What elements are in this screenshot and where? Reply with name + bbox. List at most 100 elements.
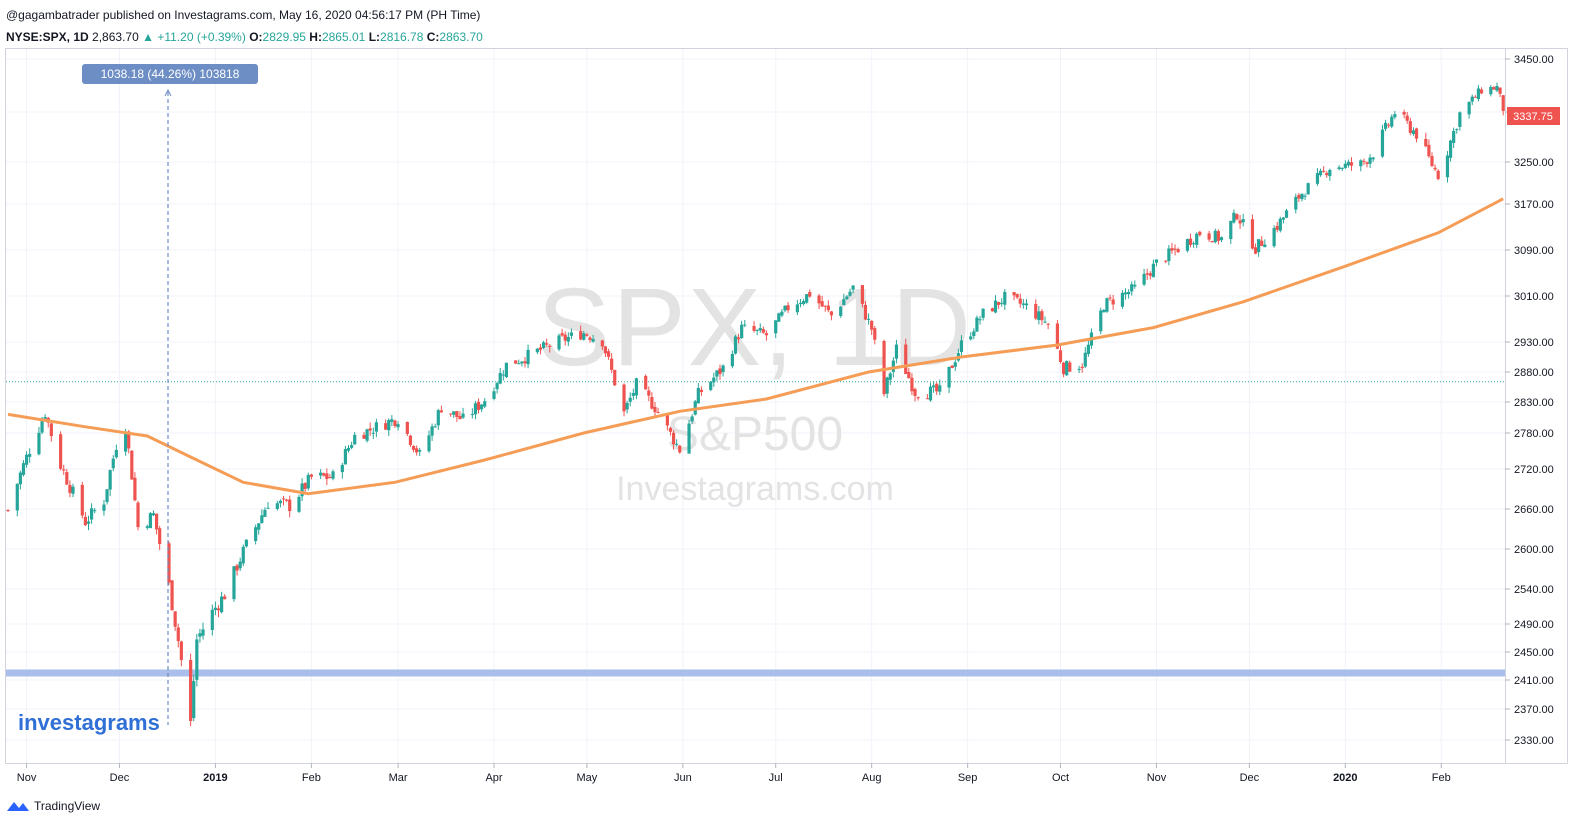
candle-body xyxy=(535,348,539,353)
tradingview-brand[interactable]: TradingView xyxy=(6,799,100,813)
candle-body xyxy=(232,566,236,600)
candle-body xyxy=(520,361,524,364)
candle-body xyxy=(374,422,378,432)
candle-body xyxy=(275,503,279,509)
y-tick-label: 3450.00 xyxy=(1514,54,1554,66)
candle-body xyxy=(622,384,626,412)
candle-body xyxy=(322,473,326,476)
y-tick-label: 3250.00 xyxy=(1514,157,1554,169)
candle-body xyxy=(24,454,29,465)
candle-body xyxy=(904,344,908,375)
candle-body xyxy=(1371,157,1375,160)
candle-body xyxy=(842,299,846,306)
candle-body xyxy=(328,477,332,479)
candle-body xyxy=(997,301,1001,305)
candle-body xyxy=(990,308,995,312)
candle-body xyxy=(59,434,63,469)
candle-body xyxy=(1272,228,1276,247)
candle-body xyxy=(1192,243,1196,245)
candle-body xyxy=(213,607,218,611)
time-axis[interactable]: Nov Dec 2019 Feb Mar Apr May Jun Jul Aug Sep Oct Nov… xyxy=(17,763,1451,784)
change-value: +11.20 (+0.39%) xyxy=(157,30,246,44)
candle-body xyxy=(1340,167,1344,169)
candle-body xyxy=(1024,303,1029,306)
x-tick-label: Jul xyxy=(769,772,783,784)
candle-body xyxy=(1263,244,1267,248)
candle-body xyxy=(625,402,629,410)
candle-body xyxy=(430,426,434,436)
candle-body xyxy=(319,472,323,476)
candle-body xyxy=(151,513,156,516)
candle-body xyxy=(1015,294,1019,298)
low-value: 2816.78 xyxy=(380,30,424,44)
y-tick-label: 2410.00 xyxy=(1514,675,1554,687)
candle-body xyxy=(1170,248,1174,251)
candle-body xyxy=(603,346,608,354)
candle-body xyxy=(740,324,744,339)
candle-body xyxy=(1315,173,1320,184)
moving-average-line xyxy=(7,197,1504,496)
candle-body xyxy=(1120,292,1125,307)
candle-body xyxy=(1253,247,1258,254)
candle-body xyxy=(950,365,954,369)
candle-body xyxy=(133,477,137,501)
candle-body xyxy=(678,445,682,453)
candle-body xyxy=(411,445,416,450)
candle-body xyxy=(579,331,583,340)
candle-body xyxy=(498,372,502,384)
candle-body xyxy=(28,453,32,457)
y-tick-label: 3090.00 xyxy=(1514,245,1554,257)
measure-tool[interactable]: 1038.18 (44.26%) 103818 xyxy=(82,64,258,725)
candle-body xyxy=(687,423,691,454)
candle-body xyxy=(907,371,911,379)
x-tick-label: Jun xyxy=(674,772,692,784)
candle-body xyxy=(733,336,738,354)
investagrams-logo: investagrams xyxy=(18,710,160,735)
candle-body xyxy=(148,513,152,529)
candle-body xyxy=(285,499,289,501)
tradingview-icon xyxy=(7,802,29,811)
candle-body xyxy=(1213,230,1217,243)
candle-body xyxy=(216,608,221,611)
candle-body xyxy=(712,377,716,383)
candle-body xyxy=(675,443,679,445)
candle-body xyxy=(130,450,134,480)
candle-body xyxy=(461,413,465,418)
candle-body xyxy=(650,397,654,409)
ohlc-legend: NYSE:SPX, 1D 2,863.70 ▲ +11.20 (+0.39%) … xyxy=(6,30,483,44)
candle-body xyxy=(198,633,202,637)
candle-body xyxy=(89,508,94,520)
candle-body xyxy=(1046,323,1050,325)
candle-body xyxy=(588,337,592,340)
candle-body xyxy=(1325,173,1329,176)
candle-body xyxy=(718,368,722,375)
candle-body xyxy=(1216,231,1220,241)
candle-body xyxy=(860,285,864,304)
candle-body xyxy=(1188,238,1193,245)
candle-body xyxy=(365,429,369,441)
candle-body xyxy=(1303,195,1307,197)
candle-body xyxy=(297,496,301,512)
candle-body xyxy=(548,345,552,347)
x-tick-label: Apr xyxy=(485,772,502,784)
price-badge: 3337.75 xyxy=(1507,107,1560,125)
candle-body xyxy=(653,406,657,413)
candle-body xyxy=(1154,259,1159,263)
candle-body xyxy=(1458,112,1462,127)
candle-body xyxy=(1436,170,1440,180)
candle-body xyxy=(545,343,549,345)
candle-body xyxy=(21,463,26,475)
candle-body xyxy=(696,387,700,404)
candle-body xyxy=(631,393,635,396)
candle-body xyxy=(390,419,394,422)
candle-body xyxy=(634,378,639,396)
candle-body xyxy=(1349,162,1354,166)
candle-body xyxy=(882,340,886,395)
candle-body xyxy=(1393,114,1397,118)
candle-body xyxy=(405,421,409,434)
candle-body xyxy=(124,433,128,452)
candle-body xyxy=(761,329,765,333)
candle-body xyxy=(145,526,149,528)
candle-body xyxy=(863,305,868,320)
